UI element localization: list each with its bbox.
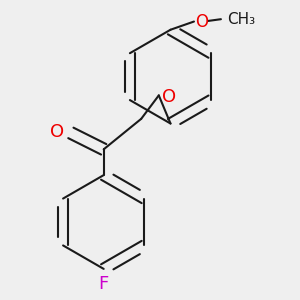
Text: F: F [99,275,109,293]
Text: CH₃: CH₃ [227,12,255,27]
Text: O: O [50,123,64,141]
Text: O: O [162,88,176,106]
Text: O: O [195,13,208,31]
